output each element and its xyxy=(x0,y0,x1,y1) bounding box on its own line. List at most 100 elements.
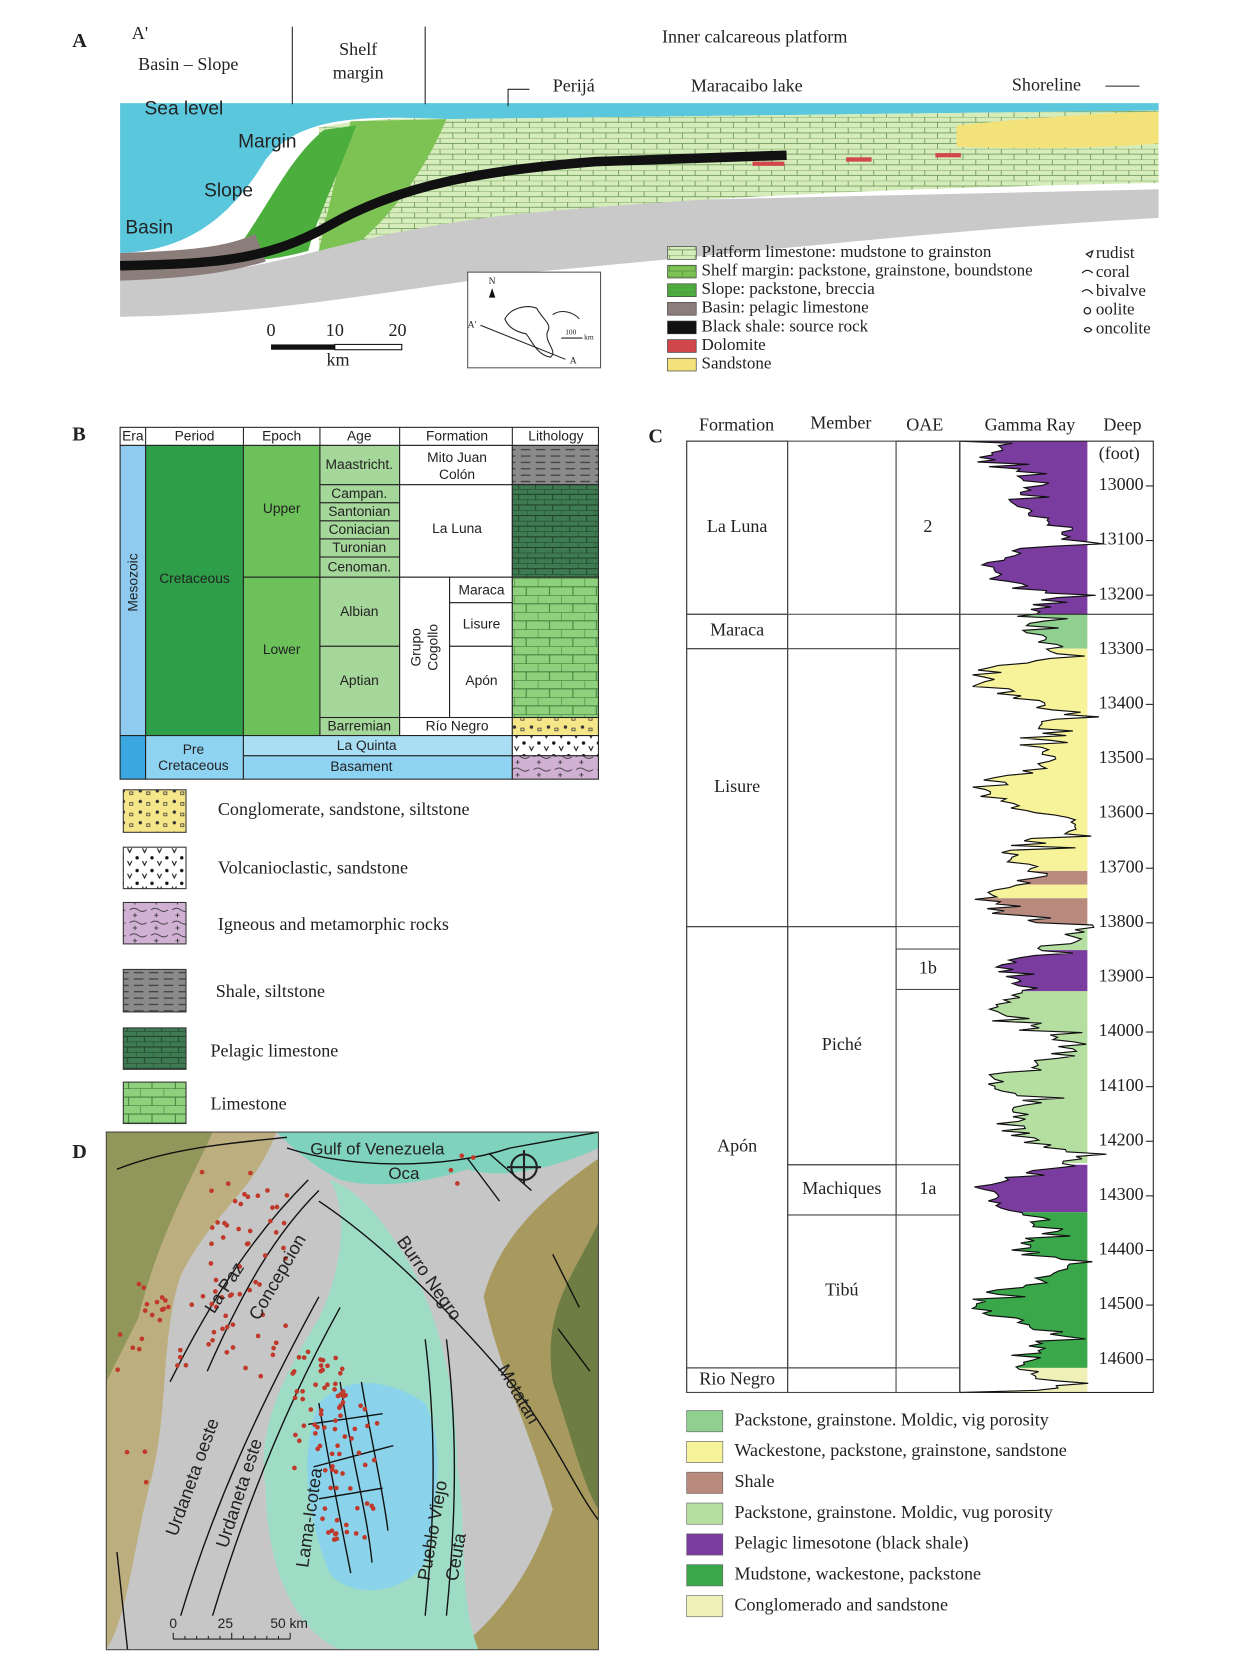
well xyxy=(226,1181,231,1186)
well xyxy=(333,1382,338,1387)
map: Gulf of Venezuela Oca La Paz Concepcion … xyxy=(106,1132,598,1650)
era-cell xyxy=(120,736,146,780)
header: Era xyxy=(122,428,144,444)
well xyxy=(343,1393,348,1398)
well xyxy=(335,1443,340,1448)
age: Maastricht. xyxy=(326,456,393,472)
legend-label: Wackestone, packstone, grainstone, sands… xyxy=(734,1440,1066,1460)
legend-label: Shale xyxy=(734,1471,774,1491)
legend-label: Black shale: source rock xyxy=(702,316,869,335)
legend-label: Packstone, grainstone. Moldic, vig poros… xyxy=(734,1409,1048,1429)
well xyxy=(209,1188,214,1193)
well xyxy=(322,1425,327,1430)
scale-label: 50 km xyxy=(270,1615,308,1631)
well xyxy=(358,1403,363,1408)
header: Period xyxy=(175,428,215,444)
legend-label: Sandstone xyxy=(702,354,772,373)
legend-swatch-pattern xyxy=(668,247,697,260)
place-label: Perijá xyxy=(553,75,595,95)
well xyxy=(271,1346,276,1351)
well xyxy=(236,1227,241,1232)
depth-unit: (foot) xyxy=(1099,443,1140,464)
well xyxy=(145,1302,150,1307)
well xyxy=(295,1389,300,1394)
dolomite xyxy=(753,162,785,166)
well xyxy=(141,1285,146,1290)
profile-label: Margin xyxy=(238,132,296,153)
legend-label: Platform limestone: mudstone to grainsto… xyxy=(702,242,992,261)
depth-tick-label: 13400 xyxy=(1099,693,1144,713)
well xyxy=(140,1336,145,1341)
age: Barremian xyxy=(327,718,391,734)
panel-label: B xyxy=(72,423,85,445)
epoch: Lower xyxy=(263,641,301,657)
well xyxy=(334,1486,339,1491)
well xyxy=(243,1366,248,1371)
well xyxy=(221,1235,226,1240)
member-label: Tibú xyxy=(825,1280,858,1300)
era: Mesozoic xyxy=(125,553,141,611)
legend-swatch xyxy=(668,321,697,334)
well xyxy=(340,1471,345,1476)
depth-tick-label: 13500 xyxy=(1099,747,1144,767)
depth-tick-label: 14100 xyxy=(1099,1075,1144,1095)
well xyxy=(160,1295,165,1300)
well xyxy=(248,1171,253,1176)
well xyxy=(158,1318,163,1323)
well xyxy=(300,1397,305,1402)
legend-swatch xyxy=(687,1503,723,1524)
well xyxy=(200,1170,205,1175)
well xyxy=(282,1221,287,1226)
well xyxy=(274,1340,279,1345)
well xyxy=(318,1369,323,1374)
formation: Basament xyxy=(330,758,392,774)
well xyxy=(313,1382,318,1387)
formation-label: Maraca xyxy=(710,620,764,640)
map-label: Gulf of Venezuela xyxy=(310,1140,445,1159)
well xyxy=(238,1202,243,1207)
well xyxy=(363,1463,368,1468)
legend-label: Conglomerate, sandstone, siltstone xyxy=(218,799,470,819)
column-header: Member xyxy=(810,412,871,432)
legend-swatch xyxy=(687,1472,723,1493)
dolomite xyxy=(846,157,872,161)
well xyxy=(263,1253,268,1258)
section-label: margin xyxy=(333,63,384,83)
legend-swatch-pattern xyxy=(668,284,697,297)
formation: Río Negro xyxy=(426,718,489,734)
age: Santonian xyxy=(328,503,390,519)
well xyxy=(372,1458,377,1463)
swatch xyxy=(123,902,186,943)
well xyxy=(362,1535,367,1540)
well xyxy=(271,1353,276,1358)
formation: Grupo xyxy=(407,628,423,667)
well xyxy=(333,1418,338,1423)
well xyxy=(338,1413,343,1418)
well xyxy=(237,1292,242,1297)
well xyxy=(206,1342,211,1347)
well xyxy=(354,1531,359,1536)
well xyxy=(231,1345,236,1350)
scale-label: 25 xyxy=(218,1615,234,1631)
depth-tick-label: 13100 xyxy=(1099,529,1144,549)
depth-tick-label: 13900 xyxy=(1099,966,1144,986)
fossil-label: bivalve xyxy=(1096,281,1146,300)
swatch xyxy=(123,847,186,888)
inset-frame xyxy=(468,272,601,368)
scale-segment xyxy=(271,344,335,349)
formation: La Quinta xyxy=(337,737,397,753)
well xyxy=(363,1407,368,1412)
well xyxy=(253,1280,258,1285)
well xyxy=(333,1427,338,1432)
well xyxy=(155,1300,160,1305)
formation: Mito Juan xyxy=(427,449,487,465)
well xyxy=(137,1347,142,1352)
member-label: Piché xyxy=(822,1034,862,1054)
well xyxy=(336,1394,341,1399)
well xyxy=(125,1450,130,1455)
well xyxy=(344,1523,349,1528)
legend-label: Mudstone, wackestone, packstone xyxy=(734,1563,981,1583)
legend-label: Conglomerado and sandstone xyxy=(734,1594,948,1614)
well xyxy=(215,1220,220,1225)
legend-swatch xyxy=(687,1565,723,1586)
